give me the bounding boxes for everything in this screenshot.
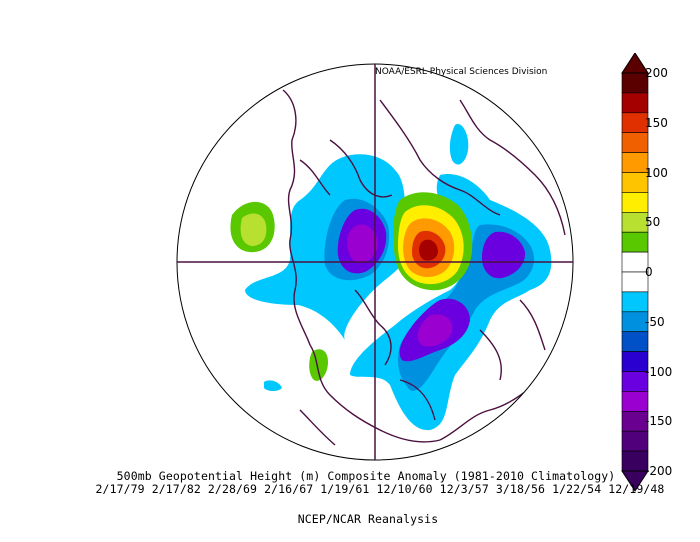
colorbar-tick-label: -50 xyxy=(645,314,665,329)
colorbar-tick-label: 150 xyxy=(645,115,668,130)
colorbar-swatch xyxy=(621,92,649,114)
colorbar-swatch xyxy=(621,231,649,253)
source-line: NCEP/NCAR Reanalysis xyxy=(297,512,439,526)
coastlines xyxy=(282,89,566,446)
anomaly-yellow-west xyxy=(240,213,267,246)
colorbar-arrow-bottom xyxy=(621,470,649,492)
anomaly-purple-west-core xyxy=(347,224,378,263)
anomaly-purple-south-core xyxy=(417,314,453,347)
colorbar-tick-label: -100 xyxy=(645,364,673,379)
colorbar-swatch xyxy=(621,192,649,213)
colorbar-swatch xyxy=(621,391,649,412)
colorbar-tick-label: 100 xyxy=(645,165,668,180)
anomaly-light-blue-4 xyxy=(264,380,282,391)
map-title: 500mb Geopotential Height (m) Composite … xyxy=(116,469,616,483)
dates-line: 2/17/79 2/17/82 2/28/69 2/16/67 1/19/61 … xyxy=(95,482,665,496)
colorbar-swatch xyxy=(621,291,649,313)
anomaly-green-east-pacific xyxy=(309,349,328,381)
colorbar-swatch xyxy=(621,331,649,352)
anomaly-light-blue-3 xyxy=(449,124,469,165)
colorbar-tick-label: 200 xyxy=(645,66,668,80)
colorbar-tick-label: -200 xyxy=(645,464,673,478)
colorbar-tick-label: 50 xyxy=(645,215,661,230)
anomaly-dark-red xyxy=(419,239,438,261)
colorbar-boxes xyxy=(621,72,649,472)
credit-text: NOAA/ESRL Physical Sciences Division xyxy=(375,67,548,77)
colorbar-tick-label: -150 xyxy=(645,414,673,429)
colorbar-swatch xyxy=(621,430,649,452)
colorbar-tick-label: 0 xyxy=(645,265,653,279)
anomaly-purple-east xyxy=(482,231,526,279)
colorbar-arrow-top xyxy=(621,53,649,74)
colorbar xyxy=(621,53,649,492)
colorbar-swatch xyxy=(621,132,649,153)
